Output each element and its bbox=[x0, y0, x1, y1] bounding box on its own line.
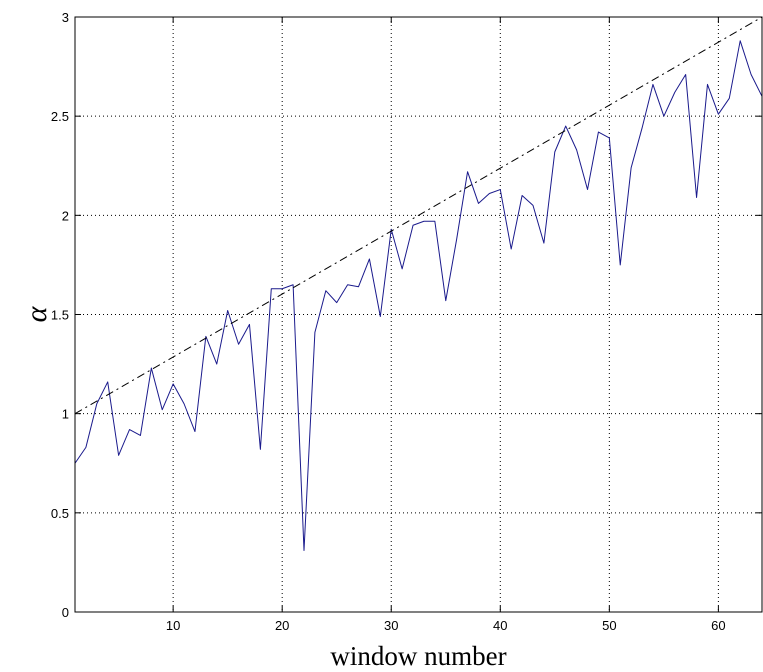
series-layer bbox=[74, 16, 763, 552]
y-tick-label: 2 bbox=[62, 208, 69, 223]
x-tick-label: 20 bbox=[275, 618, 289, 633]
y-tick-label: 1.5 bbox=[51, 308, 69, 323]
grid-lines bbox=[75, 17, 762, 612]
y-tick-label: 1 bbox=[62, 407, 69, 422]
reference-line bbox=[74, 16, 763, 415]
x-tick-label: 30 bbox=[384, 618, 398, 633]
plot-frame bbox=[74, 16, 763, 613]
y-tick-label: 3 bbox=[62, 10, 69, 25]
x-tick-label: 60 bbox=[711, 618, 725, 633]
x-tick-label: 50 bbox=[602, 618, 616, 633]
y-tick-label: 0 bbox=[62, 605, 69, 620]
y-axis-label: α bbox=[20, 305, 53, 322]
y-tick-label: 0.5 bbox=[51, 506, 69, 521]
x-tick-label: 10 bbox=[166, 618, 180, 633]
y-tick-label: 2.5 bbox=[51, 109, 69, 124]
x-tick-label: 40 bbox=[493, 618, 507, 633]
alpha-series-line bbox=[74, 40, 763, 552]
axis-ticks: 10 20 30 40 50 60 0 0.5 1 1.5 2 2.5 3 bbox=[51, 10, 762, 633]
x-axis-label: window number bbox=[330, 641, 506, 671]
